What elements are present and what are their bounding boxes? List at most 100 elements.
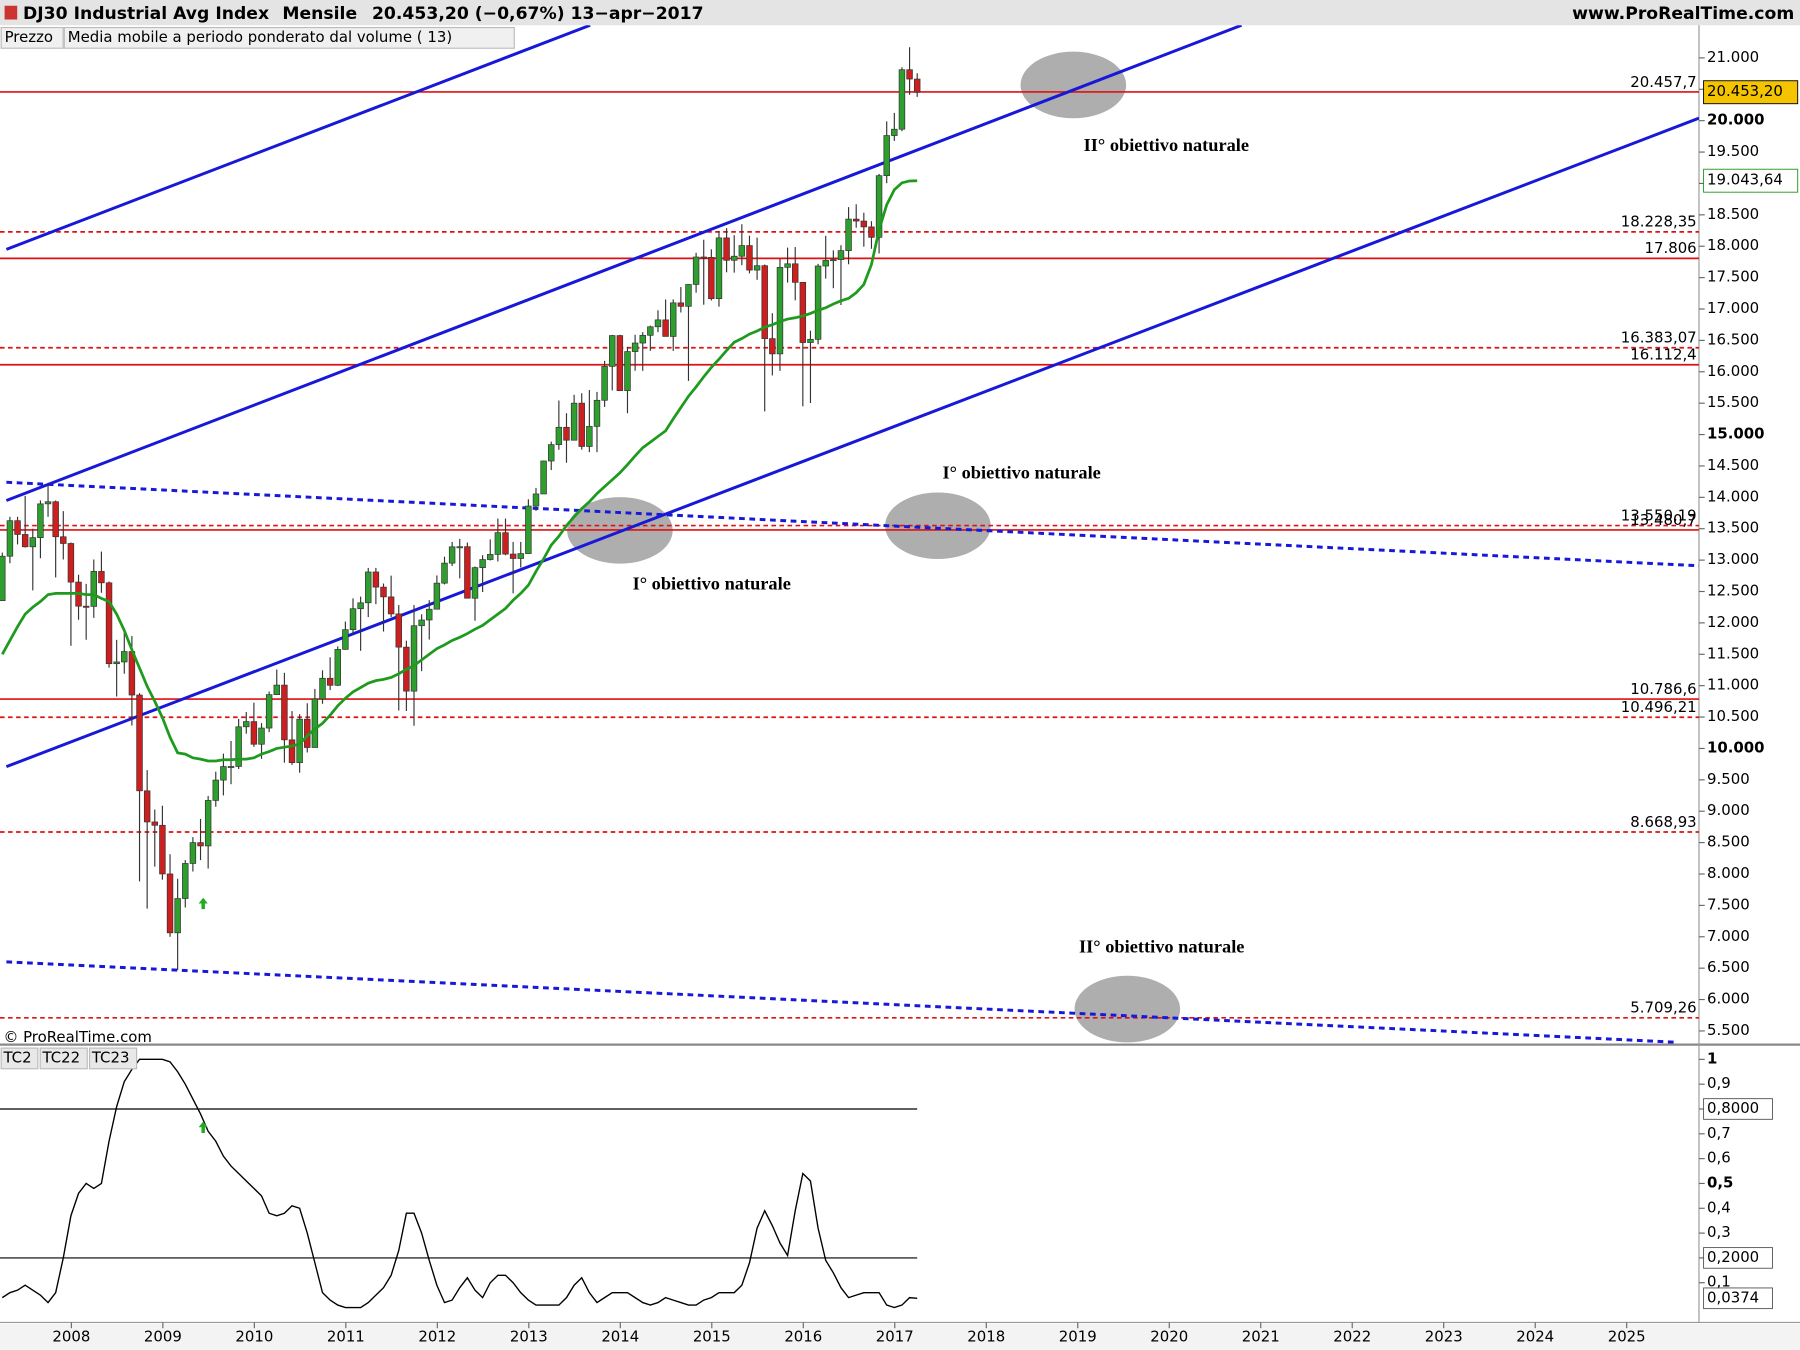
candle-body bbox=[357, 602, 364, 610]
candle-body bbox=[288, 739, 296, 763]
trend-line bbox=[5, 116, 1699, 769]
y-tick-label: 15.500 bbox=[1707, 393, 1759, 411]
candle-body bbox=[365, 571, 372, 604]
candle-body bbox=[814, 265, 822, 340]
level-label: 20.457,7 bbox=[1630, 73, 1696, 91]
header-date: 13−apr−2017 bbox=[571, 4, 704, 24]
candle-body bbox=[738, 245, 746, 257]
price-panel bbox=[0, 25, 1699, 1044]
y-tick-label: 13.500 bbox=[1707, 519, 1759, 537]
candle-body bbox=[235, 726, 242, 767]
candle-body bbox=[189, 842, 197, 864]
x-tick-label: 2016 bbox=[784, 1327, 822, 1345]
y-tick-label: 8.000 bbox=[1707, 864, 1750, 882]
tick-box bbox=[1703, 1098, 1773, 1120]
candle-body bbox=[723, 237, 730, 261]
x-tick-label: 2013 bbox=[510, 1327, 548, 1345]
y-tick-label: 14.000 bbox=[1707, 487, 1759, 505]
candle-body bbox=[471, 567, 479, 599]
y-tick-label: 0,3 bbox=[1707, 1223, 1731, 1241]
y-tick-label: 9.500 bbox=[1707, 770, 1750, 788]
level-label: 10.786,6 bbox=[1630, 680, 1696, 698]
candle-body bbox=[37, 503, 44, 538]
y-tick-label: 10.000 bbox=[1707, 738, 1765, 756]
candle-body bbox=[143, 790, 151, 823]
legend-box bbox=[0, 26, 64, 49]
candle-body bbox=[441, 562, 448, 584]
candle-body bbox=[14, 520, 21, 535]
trend-line bbox=[6, 480, 1699, 568]
y-tick-label: 20.000 bbox=[1707, 111, 1765, 129]
y-tick-label: 0,4 bbox=[1707, 1198, 1731, 1216]
price-tag-label: 19.043,64 bbox=[1707, 171, 1783, 189]
candle-body bbox=[875, 175, 883, 238]
candle-body bbox=[433, 582, 441, 610]
y-tick-label: 9.000 bbox=[1707, 801, 1750, 819]
price-tag bbox=[1703, 1287, 1773, 1310]
y-tick-label: 6.000 bbox=[1707, 990, 1750, 1008]
candle-body bbox=[830, 259, 837, 262]
candle-body bbox=[662, 319, 669, 337]
candle-body bbox=[29, 537, 37, 548]
candle-body bbox=[509, 553, 517, 559]
x-tick-label: 2008 bbox=[52, 1327, 90, 1345]
candle-body bbox=[654, 319, 662, 328]
price-tag bbox=[1703, 80, 1799, 105]
x-tick-label: 2014 bbox=[601, 1327, 639, 1345]
target-zone bbox=[1020, 51, 1127, 119]
candle-body bbox=[21, 534, 29, 548]
y-tick-label: 12.500 bbox=[1707, 582, 1759, 600]
y-tick-label: 11.000 bbox=[1707, 676, 1759, 694]
candle-body bbox=[121, 651, 128, 663]
y-tick-label: 16.500 bbox=[1707, 330, 1759, 348]
x-tick-label: 2024 bbox=[1516, 1327, 1554, 1345]
candle-body bbox=[265, 694, 273, 729]
y-tick-label: 7.000 bbox=[1707, 927, 1750, 945]
candle-body bbox=[616, 335, 624, 392]
level-label: 13.550,19 bbox=[1621, 506, 1697, 524]
candle-body bbox=[0, 555, 6, 602]
level-label: 10.496,21 bbox=[1621, 698, 1697, 716]
candle-body bbox=[700, 256, 707, 259]
target-zone bbox=[885, 492, 991, 560]
candle-body bbox=[845, 218, 852, 251]
price-tag-label: 0,0374 bbox=[1707, 1288, 1759, 1306]
candle-body bbox=[258, 727, 265, 745]
candle-body bbox=[479, 559, 486, 568]
candle-body bbox=[776, 266, 784, 355]
candle-body bbox=[387, 596, 395, 615]
moving-average bbox=[1, 179, 918, 763]
candle-body bbox=[769, 338, 776, 355]
candle-body bbox=[570, 402, 578, 441]
x-tick-label: 2021 bbox=[1242, 1327, 1280, 1345]
candle-body bbox=[913, 78, 921, 93]
y-tick-label: 5.500 bbox=[1707, 1021, 1750, 1039]
y-tick-label: 17.000 bbox=[1707, 299, 1759, 317]
legend-candles: Prezzo bbox=[5, 28, 53, 46]
y-tick-label: 6.500 bbox=[1707, 958, 1750, 976]
candle-body bbox=[517, 553, 524, 559]
candle-body bbox=[342, 629, 349, 650]
candle-body bbox=[883, 135, 890, 177]
candle-body bbox=[326, 677, 334, 686]
candle-body bbox=[372, 571, 380, 588]
x-tick-label: 2018 bbox=[967, 1327, 1005, 1345]
candle-body bbox=[418, 619, 425, 627]
legend-box bbox=[39, 1047, 88, 1070]
candle-body bbox=[593, 399, 601, 427]
candle-body bbox=[784, 263, 791, 268]
x-tick-label: 2020 bbox=[1150, 1327, 1188, 1345]
candle-body bbox=[319, 677, 326, 700]
y-tick-label: 16.000 bbox=[1707, 362, 1759, 380]
candle-body bbox=[891, 128, 898, 136]
header-last: 20.453,20 (−0,67%) bbox=[372, 4, 565, 24]
y-tick-label: 11.500 bbox=[1707, 644, 1759, 662]
axes: 21.00020.50020.00019.50019.00018.50018.0… bbox=[52, 48, 1799, 1345]
x-tick-label: 2011 bbox=[327, 1327, 365, 1345]
candle-body bbox=[250, 721, 258, 745]
legend-box bbox=[63, 26, 515, 49]
trend-line bbox=[5, 25, 591, 251]
candle-body bbox=[532, 493, 540, 507]
y-tick-label: 17.500 bbox=[1707, 268, 1759, 286]
